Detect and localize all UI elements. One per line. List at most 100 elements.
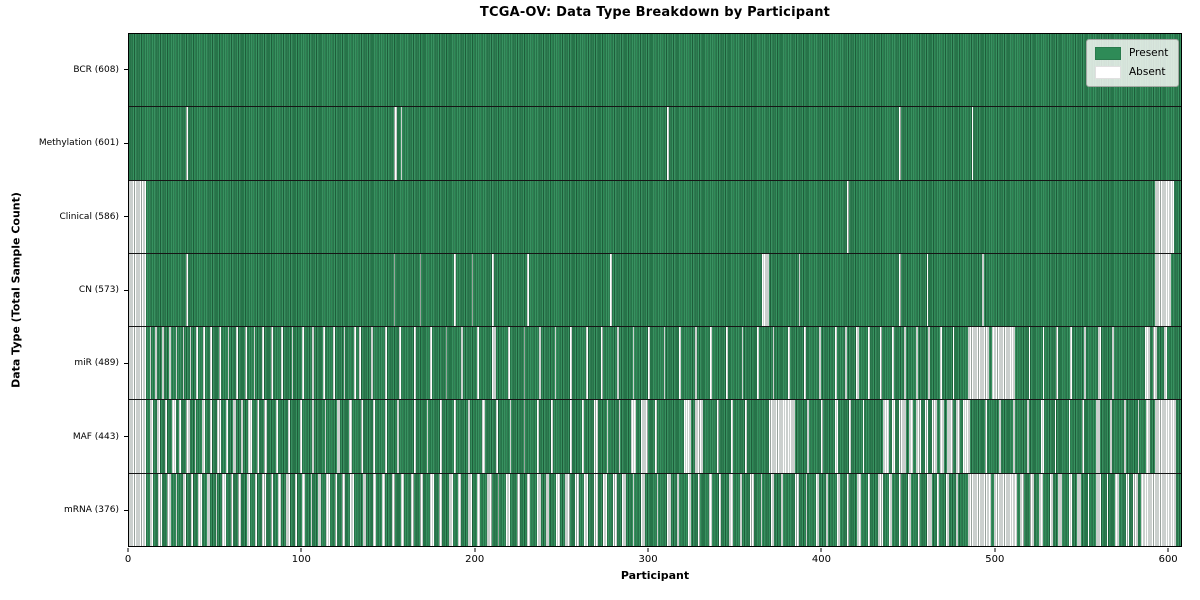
absent-stripe — [945, 473, 950, 546]
x-tick-label: 0 — [124, 554, 132, 565]
absent-stripe — [1096, 473, 1102, 546]
x-tick-label: 400 — [811, 554, 831, 565]
x-axis-label: Participant — [620, 569, 690, 582]
legend-item-absent: Absent — [1095, 66, 1170, 79]
legend-label-absent: Absent — [1129, 66, 1166, 79]
absent-stripe — [359, 327, 361, 400]
absent-stripe — [414, 400, 417, 473]
x-tick-label: 600 — [1158, 554, 1178, 565]
absent-stripe — [398, 327, 401, 400]
absent-stripe — [227, 327, 230, 400]
absent-stripe — [300, 400, 302, 473]
absent-stripe — [457, 473, 462, 546]
absent-stripe — [222, 473, 226, 546]
y-tick-mark — [124, 142, 128, 144]
absent-stripe — [385, 400, 387, 473]
absent-stripe — [236, 327, 238, 400]
absent-stripe — [687, 473, 692, 546]
absent-stripe — [807, 400, 809, 473]
absent-stripe — [570, 327, 572, 400]
absent-stripe — [719, 473, 721, 546]
absent-stripe — [438, 473, 443, 546]
absent-stripe — [1058, 473, 1062, 546]
absent-stripe — [414, 327, 417, 400]
absent-stripe — [179, 400, 181, 473]
absent-stripe — [471, 253, 474, 327]
absent-stripe — [585, 327, 588, 400]
absent-stripe — [821, 400, 823, 473]
absent-stripe — [710, 327, 713, 400]
absent-stripe — [606, 400, 609, 473]
absent-stripe — [1155, 400, 1176, 473]
absent-stripe — [362, 473, 367, 546]
y-axis-label: Data Type (Total Sample Count) — [9, 192, 23, 388]
absent-stripe — [381, 473, 386, 546]
absent-stripe — [426, 400, 429, 473]
absent-swatch — [1095, 66, 1121, 79]
absent-stripe — [1082, 400, 1085, 473]
absent-stripe — [1096, 400, 1100, 473]
absent-stripe — [898, 473, 901, 546]
absent-stripe — [545, 473, 550, 546]
absent-stripe — [492, 253, 495, 327]
absent-stripe — [888, 473, 893, 546]
absent-stripe — [667, 473, 671, 546]
absent-stripe — [248, 400, 252, 473]
absent-stripe — [210, 327, 213, 400]
absent-stripe — [454, 400, 456, 473]
absent-stripe — [172, 400, 176, 473]
absent-stripe — [167, 473, 171, 546]
absent-stripe — [333, 327, 335, 400]
x-tick-mark — [300, 548, 302, 552]
absent-stripe — [372, 473, 377, 546]
absent-stripe — [481, 400, 486, 473]
absent-stripe — [411, 473, 415, 546]
absent-stripe — [622, 473, 626, 546]
absent-stripe — [393, 107, 398, 180]
absent-stripe — [594, 400, 598, 473]
absent-stripe — [203, 327, 206, 400]
absent-stripe — [175, 473, 178, 546]
absent-stripe — [744, 400, 747, 473]
absent-stripe — [277, 473, 282, 546]
heatmap-row-bcr — [129, 34, 1181, 108]
absent-stripe — [1111, 327, 1114, 400]
absent-stripe — [575, 473, 579, 546]
absent-stripe — [393, 253, 396, 327]
absent-stripe — [129, 327, 147, 400]
absent-stripe — [419, 473, 424, 546]
absent-stripe — [648, 327, 650, 400]
absent-stripe — [798, 253, 801, 327]
absent-stripe — [883, 400, 889, 473]
absent-stripe — [616, 327, 619, 400]
absent-stripe — [1068, 400, 1071, 473]
absent-stripe — [1040, 400, 1045, 473]
y-tick-label: BCR (608) — [73, 64, 119, 75]
absent-stripe — [310, 473, 313, 546]
absent-stripe — [182, 473, 187, 546]
absent-stripe — [848, 400, 851, 473]
absent-stripe — [1042, 327, 1045, 400]
absent-stripe — [999, 400, 1002, 473]
absent-stripe — [556, 473, 560, 546]
absent-stripe — [241, 400, 244, 473]
legend-label-present: Present — [1129, 47, 1169, 60]
absent-stripe — [1084, 327, 1086, 400]
legend-item-present: Present — [1095, 47, 1170, 60]
absent-stripe — [1146, 400, 1150, 473]
absent-stripe — [385, 327, 387, 400]
y-tick-label: MAF (443) — [72, 431, 119, 442]
absent-stripe — [257, 400, 259, 473]
absent-stripe — [603, 473, 607, 546]
absent-stripe — [392, 473, 396, 546]
absent-stripe — [198, 473, 202, 546]
absent-stripe — [892, 400, 896, 473]
absent-stripe — [149, 327, 152, 400]
y-tick-mark — [124, 509, 128, 511]
absent-stripe — [302, 327, 304, 400]
absent-stripe — [879, 327, 882, 400]
x-tick-mark — [1167, 548, 1169, 552]
y-tick-mark — [124, 69, 128, 71]
absent-stripe — [129, 400, 147, 473]
absent-stripe — [985, 400, 988, 473]
